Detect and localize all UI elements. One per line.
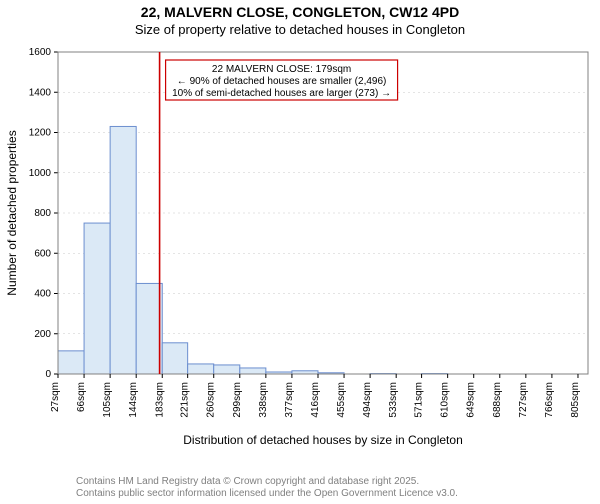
- svg-text:338sqm: 338sqm: [258, 382, 269, 418]
- svg-text:805sqm: 805sqm: [570, 382, 581, 418]
- svg-text:649sqm: 649sqm: [466, 382, 477, 418]
- svg-text:600: 600: [34, 248, 51, 259]
- svg-text:22 MALVERN CLOSE: 179sqm: 22 MALVERN CLOSE: 179sqm: [212, 64, 351, 75]
- svg-text:260sqm: 260sqm: [206, 382, 217, 418]
- footer-attribution: Contains HM Land Registry data © Crown c…: [76, 476, 458, 500]
- svg-text:416sqm: 416sqm: [310, 382, 321, 418]
- svg-text:400: 400: [34, 289, 51, 300]
- svg-text:← 90% of detached houses are s: ← 90% of detached houses are smaller (2,…: [177, 76, 387, 87]
- svg-text:0: 0: [45, 369, 51, 380]
- svg-text:800: 800: [34, 208, 51, 219]
- svg-text:10% of semi-detached houses ar: 10% of semi-detached houses are larger (…: [172, 88, 391, 99]
- svg-text:494sqm: 494sqm: [362, 382, 373, 418]
- svg-text:66sqm: 66sqm: [76, 382, 87, 412]
- svg-text:377sqm: 377sqm: [284, 382, 295, 418]
- chart-subtitle: Size of property relative to detached ho…: [0, 22, 600, 37]
- svg-text:1000: 1000: [29, 168, 52, 179]
- chart-container: 22, MALVERN CLOSE, CONGLETON, CW12 4PD S…: [0, 4, 600, 504]
- footer-line1: Contains HM Land Registry data © Crown c…: [76, 476, 458, 488]
- svg-text:727sqm: 727sqm: [518, 382, 529, 418]
- svg-text:200: 200: [34, 329, 51, 340]
- svg-text:144sqm: 144sqm: [128, 382, 139, 418]
- svg-text:533sqm: 533sqm: [388, 382, 399, 418]
- svg-text:Distribution of detached house: Distribution of detached houses by size …: [183, 433, 463, 447]
- svg-text:455sqm: 455sqm: [336, 382, 347, 418]
- svg-text:571sqm: 571sqm: [414, 382, 425, 418]
- svg-text:299sqm: 299sqm: [232, 382, 243, 418]
- footer-line2: Contains public sector information licen…: [76, 488, 458, 500]
- svg-text:766sqm: 766sqm: [544, 382, 555, 418]
- svg-text:688sqm: 688sqm: [492, 382, 503, 418]
- svg-text:27sqm: 27sqm: [50, 382, 61, 412]
- histogram-svg: 0 200 400 600 800 1000 1200 1400 1600 27sqm 66sqm 1…: [0, 46, 600, 456]
- svg-text:105sqm: 105sqm: [102, 382, 113, 418]
- svg-text:221sqm: 221sqm: [180, 382, 191, 418]
- svg-text:610sqm: 610sqm: [440, 382, 451, 418]
- svg-text:Number of detached properties: Number of detached properties: [5, 130, 19, 295]
- chart-area: 0 200 400 600 800 1000 1200 1400 1600 27sqm 66sqm 1…: [0, 46, 600, 456]
- svg-text:183sqm: 183sqm: [154, 382, 165, 418]
- chart-title: 22, MALVERN CLOSE, CONGLETON, CW12 4PD: [0, 4, 600, 20]
- svg-text:1200: 1200: [29, 128, 52, 139]
- svg-text:1600: 1600: [29, 47, 52, 58]
- svg-text:1400: 1400: [29, 87, 52, 98]
